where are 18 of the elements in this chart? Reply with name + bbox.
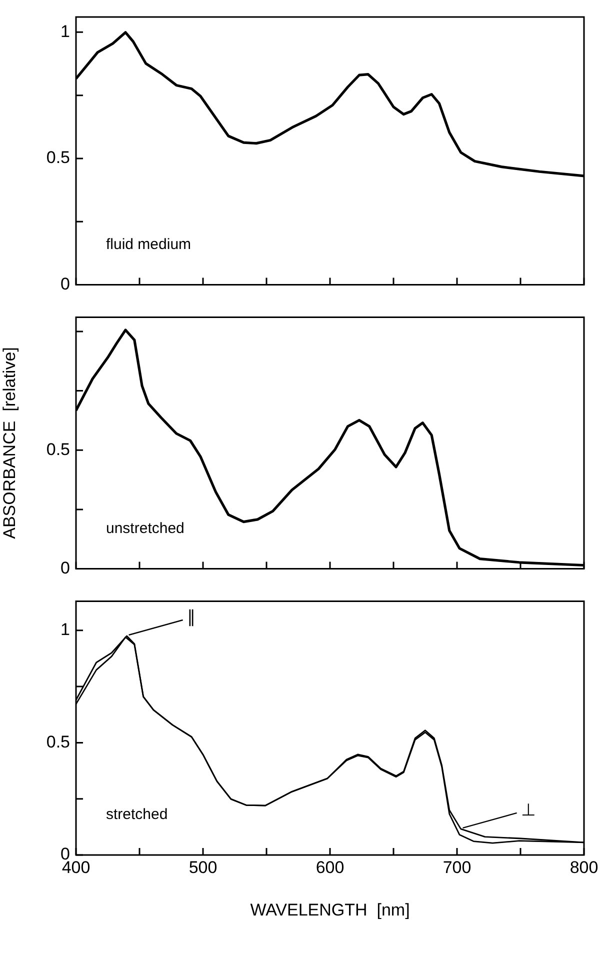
x-tick-label: 800 (570, 858, 598, 877)
annotation: fluid medium (106, 236, 192, 253)
x-tick-label: 700 (442, 858, 472, 877)
y-tick-label: 0.5 (46, 148, 70, 168)
y-tick-label: 1 (60, 22, 70, 41)
x-axis-title: WAVELENGTH [nm] (250, 900, 410, 920)
y-tick-label: 0.5 (46, 440, 70, 459)
annotation: ⊥ (520, 800, 536, 820)
y-tick-label: 0 (60, 274, 70, 294)
x-tick-label: 600 (316, 858, 344, 877)
y-axis-title: ABSORBANCE [relative] (0, 347, 19, 539)
annotation: stretched (106, 806, 168, 824)
annotation: unstretched (106, 520, 184, 537)
y-tick-label: 0 (60, 558, 70, 578)
y-tick-label: 0.5 (46, 732, 70, 752)
annotation: ∥ (186, 608, 196, 627)
x-tick-label: 500 (188, 858, 218, 877)
y-tick-label: 1 (60, 620, 70, 640)
